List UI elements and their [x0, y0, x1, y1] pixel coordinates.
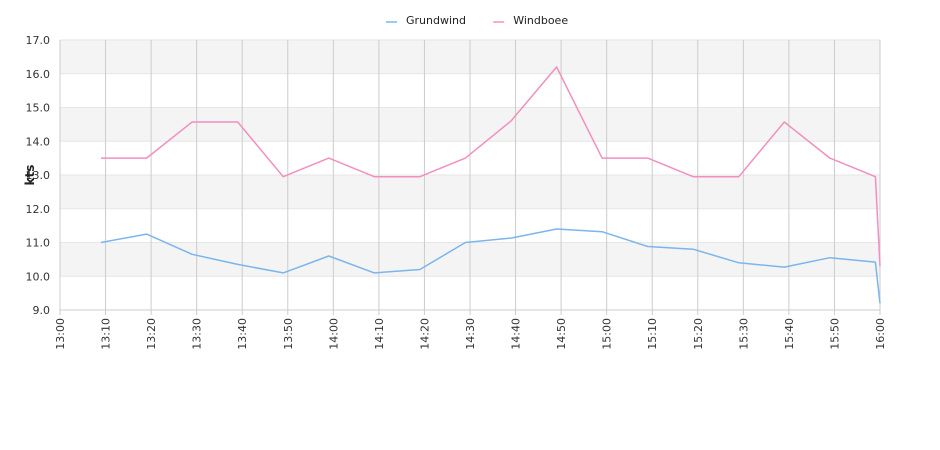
- y-axis: 9.0 10.0 11.0 12.0 13.0 14.0 15.0 16.0 17.0: [26, 34, 51, 317]
- series-line-grundwind: [100, 228, 881, 304]
- x-axis: 13:00 13:10 13:20 13:30 13:40 13:50 14:00 14:10…: [54, 310, 887, 350]
- y-tick-label: 13.0: [26, 169, 51, 182]
- series-lines: [100, 66, 881, 304]
- x-tick-label: 13:00: [54, 318, 67, 350]
- y-axis-title: kts: [23, 165, 37, 186]
- x-tick-label: 15:40: [783, 318, 796, 350]
- x-tick-label: 15:30: [737, 318, 750, 350]
- x-tick-label: 15:20: [692, 318, 705, 350]
- y-tick-label: 11.0: [26, 237, 51, 250]
- x-tick-label: 14:10: [373, 318, 386, 350]
- y-tick-label: 16.0: [26, 68, 51, 81]
- legend-label: Grundwind: [406, 14, 466, 27]
- x-tick-label: 14:30: [464, 318, 477, 350]
- y-tick-label: 12.0: [26, 203, 51, 216]
- x-tick-label: 14:00: [327, 318, 340, 350]
- y-tick-label: 17.0: [26, 34, 51, 47]
- x-tick-label: 13:40: [236, 318, 249, 350]
- x-tick-label: 13:50: [282, 318, 295, 350]
- legend[interactable]: Grundwind Windboee: [386, 14, 568, 27]
- y-tick-label: 10.0: [26, 270, 51, 283]
- x-tick-label: 14:40: [510, 318, 523, 350]
- legend-label: Windboee: [513, 14, 568, 27]
- y-tick-label: 9.0: [33, 304, 51, 317]
- x-tick-label: 16:00: [874, 318, 887, 350]
- series-line-windboee: [101, 66, 881, 267]
- x-tick-label: 14:50: [555, 318, 568, 350]
- y-tick-label: 15.0: [26, 102, 51, 115]
- x-tick-label: 14:20: [418, 318, 431, 350]
- x-tick-label: 15:00: [601, 318, 614, 350]
- x-tick-label: 15:10: [646, 318, 659, 350]
- x-tick-label: 13:20: [145, 318, 158, 350]
- x-tick-label: 13:10: [100, 318, 113, 350]
- x-tick-label: 13:30: [191, 318, 204, 350]
- x-tick-label: 15:50: [828, 318, 841, 350]
- legend-item-grundwind[interactable]: Grundwind: [386, 14, 466, 27]
- y-tick-label: 14.0: [26, 135, 51, 148]
- legend-item-windboee[interactable]: Windboee: [493, 14, 568, 27]
